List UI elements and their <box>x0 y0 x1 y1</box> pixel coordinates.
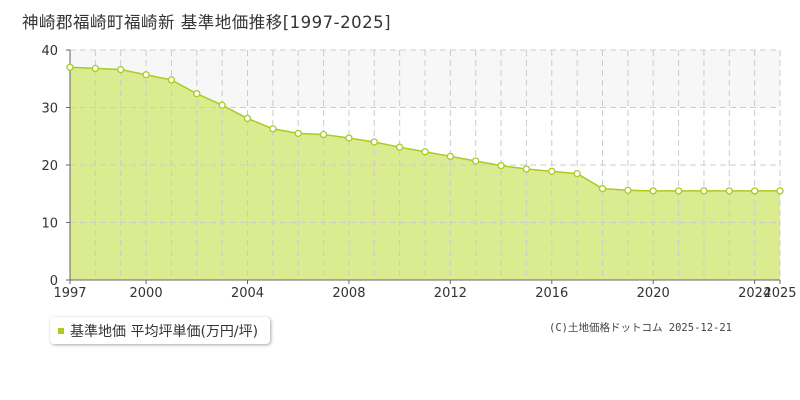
data-point <box>193 90 201 98</box>
data-point <box>269 125 277 133</box>
y-tick-label: 10 <box>41 217 58 232</box>
x-tick-label: 2024 <box>738 286 771 301</box>
data-point <box>319 130 328 139</box>
data-point <box>674 187 683 195</box>
data-point <box>750 187 759 195</box>
x-tick-label: 2025 <box>763 286 796 301</box>
y-tick-label: 20 <box>41 159 58 174</box>
x-tick-label: 1997 <box>53 286 86 301</box>
data-point <box>522 165 531 173</box>
data-point <box>598 184 607 193</box>
data-point <box>218 101 226 109</box>
data-point <box>776 187 784 195</box>
data-point <box>725 187 733 195</box>
data-point <box>446 152 455 161</box>
x-tick-label: 2000 <box>130 286 163 301</box>
data-point <box>167 76 176 84</box>
data-point <box>548 167 556 175</box>
data-point <box>345 134 353 142</box>
legend-label: 基準地価 平均坪単価(万円/坪) <box>70 323 259 340</box>
data-point <box>91 64 100 73</box>
legend: 基準地価 平均坪単価(万円/坪) <box>50 317 271 344</box>
copyright-text: (C)土地価格ドットコム 2025-12-21 <box>549 322 733 334</box>
y-tick-label: 40 <box>41 44 58 59</box>
x-tick-label: 2004 <box>231 286 264 301</box>
data-point <box>294 129 302 138</box>
data-point <box>497 161 505 170</box>
data-point <box>117 65 125 74</box>
legend-swatch <box>58 327 64 334</box>
data-point <box>649 187 657 195</box>
data-point <box>421 148 429 156</box>
x-tick-label: 2012 <box>434 286 467 301</box>
chart-title: 神崎郡福崎町福崎新 基準地価推移[1997-2025] <box>22 13 392 32</box>
y-tick-label: 30 <box>41 102 58 117</box>
data-point <box>573 169 581 178</box>
y-tick-label: 0 <box>50 274 58 289</box>
x-tick-label: 2008 <box>332 286 365 301</box>
data-point <box>624 186 632 194</box>
data-point <box>142 71 150 79</box>
x-tick-label: 2020 <box>637 286 670 301</box>
x-tick-label: 2016 <box>535 286 568 301</box>
data-point <box>66 63 74 71</box>
data-point <box>700 187 708 195</box>
data-point <box>370 138 378 146</box>
data-point <box>395 143 404 151</box>
data-point <box>472 157 480 165</box>
data-point <box>243 114 252 123</box>
